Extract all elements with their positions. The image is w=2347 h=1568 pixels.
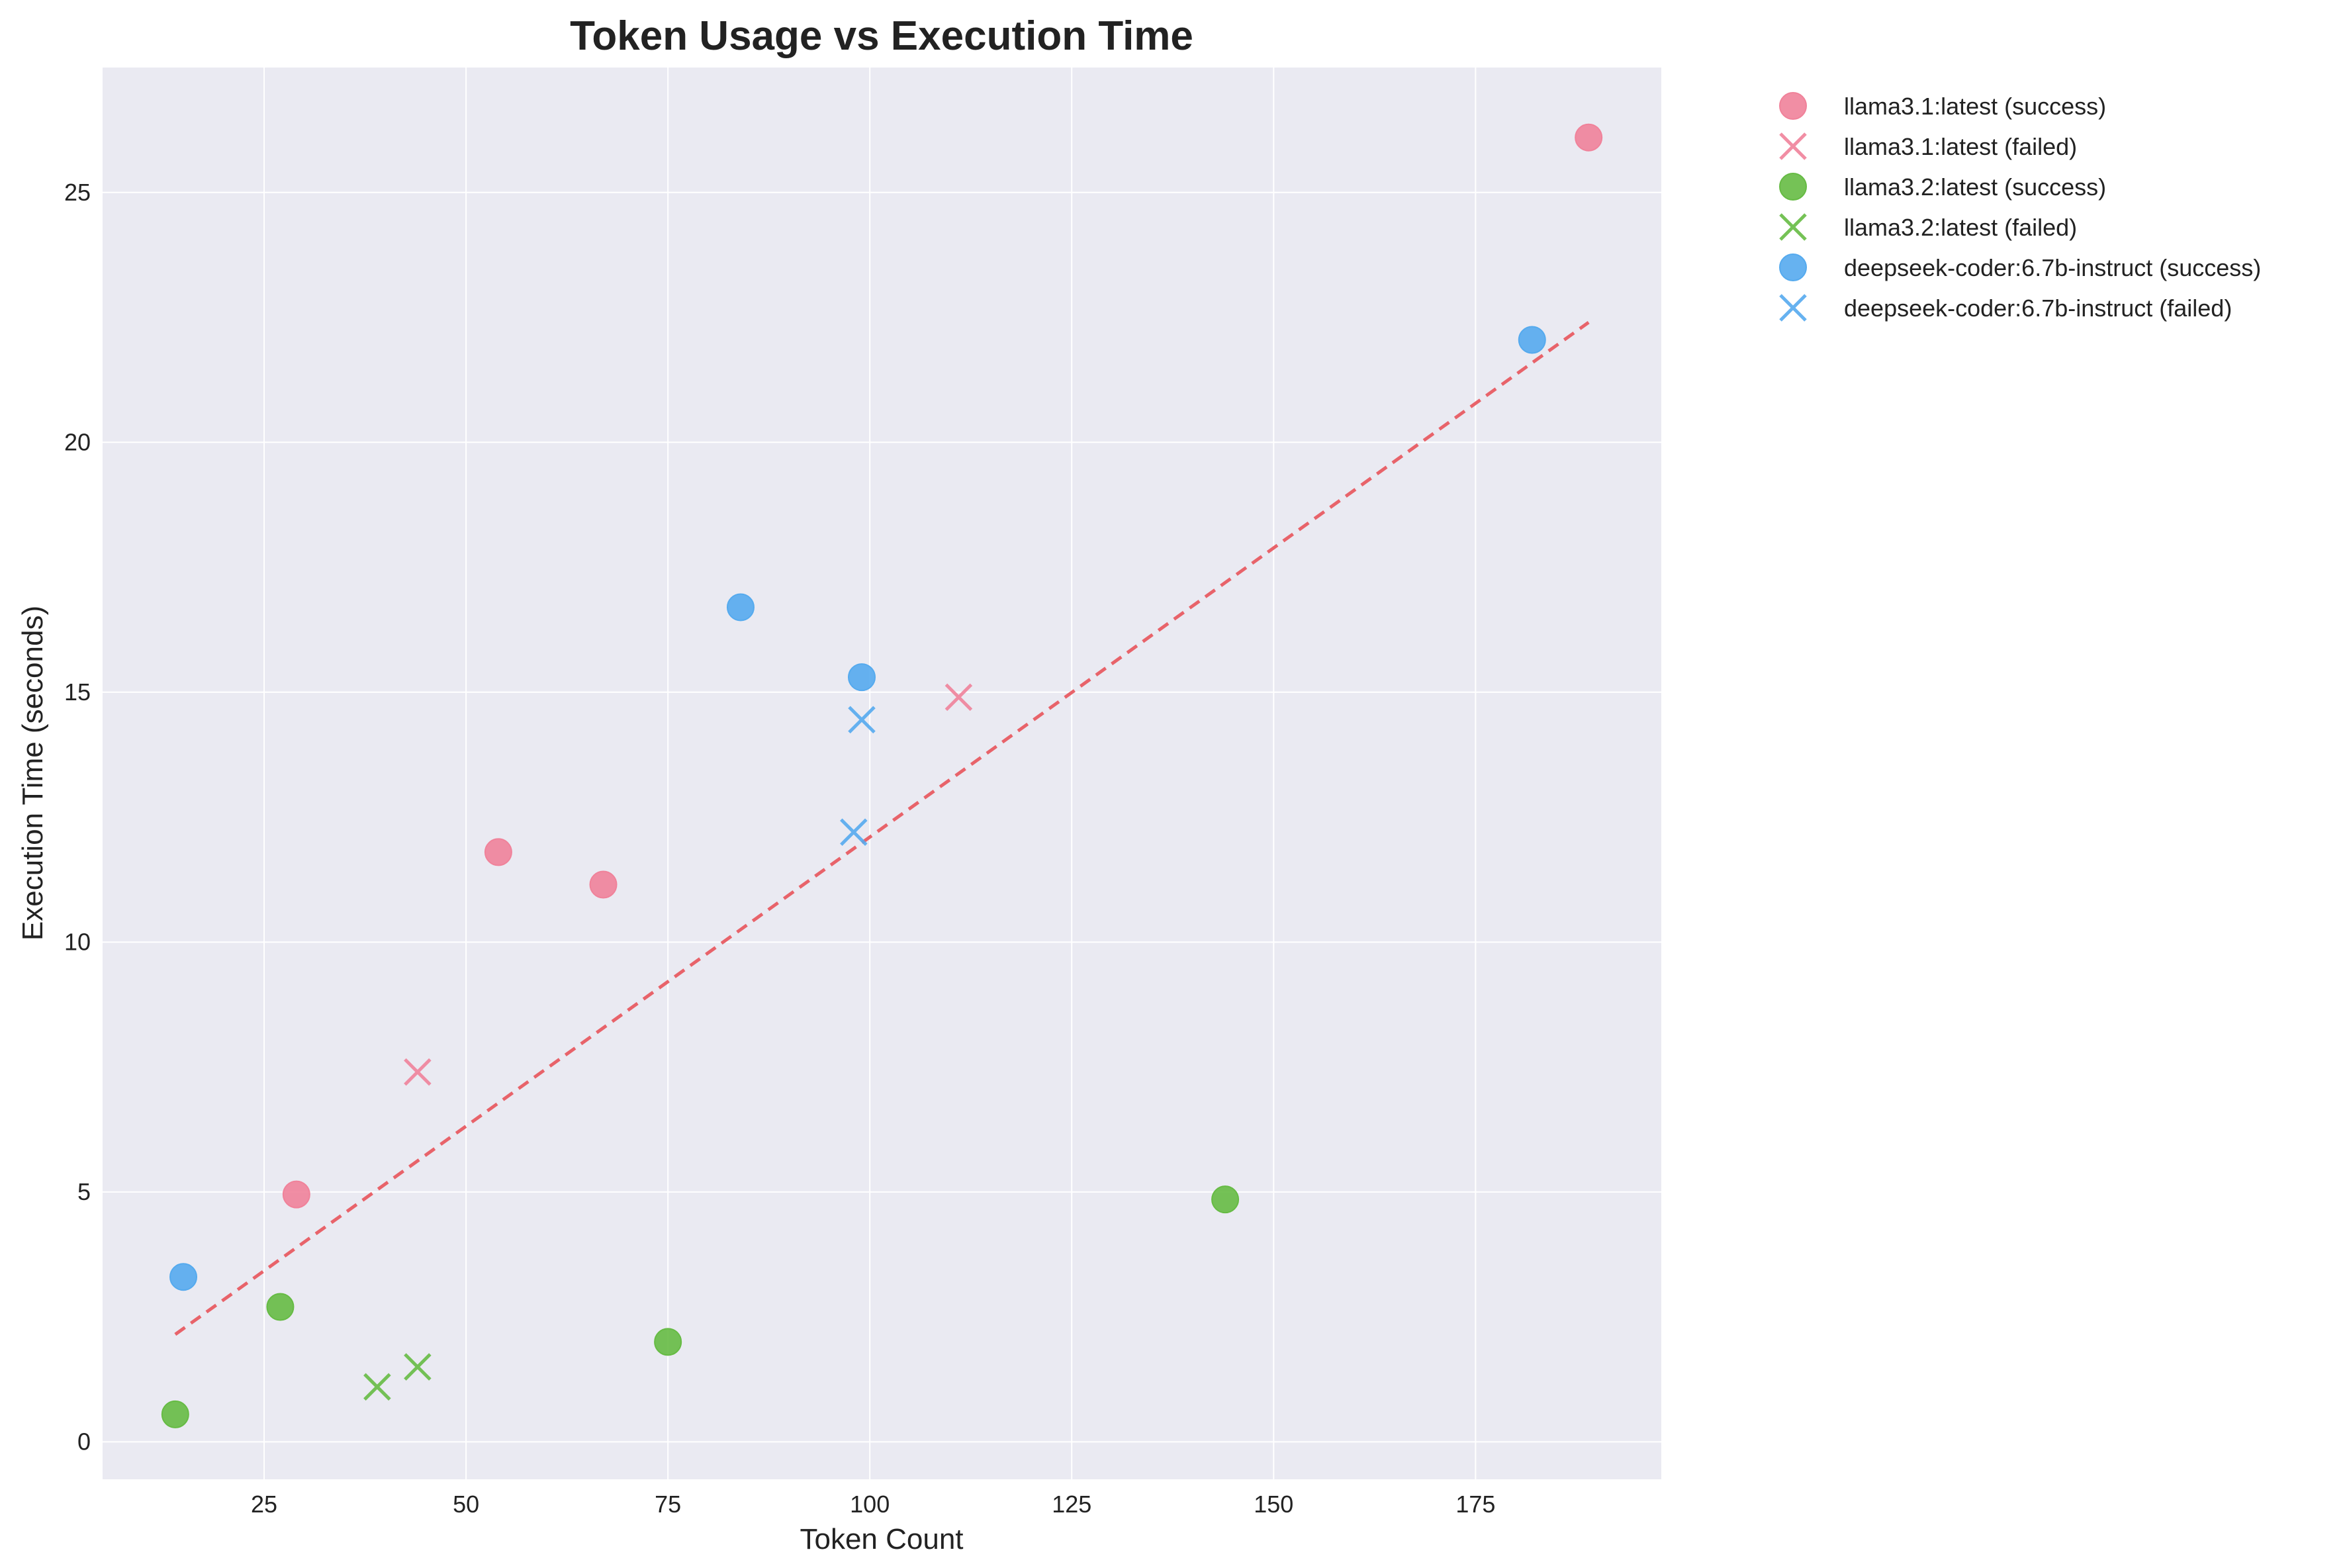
legend-marker (1779, 294, 1807, 322)
legend: llama3.1:latest (success) llama3.1:latest… (1779, 92, 2261, 322)
x-tick-label: 100 (850, 1491, 890, 1518)
scatter-point-failed (848, 706, 876, 734)
x-tick-label: 150 (1254, 1491, 1293, 1518)
plot-background (103, 68, 1661, 1479)
legend-label: deepseek-coder:6.7b-instruct (failed) (1844, 295, 2232, 322)
legend-label: llama3.2:latest (failed) (1844, 214, 2077, 241)
y-tick-labels: 0 5 10 15 20 25 (64, 179, 91, 1455)
x-axis-label: Token Count (800, 1523, 963, 1555)
scatter-point-failed (840, 818, 868, 846)
y-tick-label: 25 (64, 179, 91, 206)
y-tick-label: 10 (64, 928, 91, 955)
scatter-point-failed (404, 1058, 432, 1086)
scatter-point-failed (944, 683, 973, 712)
y-tick-label: 15 (64, 678, 91, 706)
trendline (174, 321, 1590, 1336)
scatter-point-success (1518, 326, 1546, 354)
scatter-point-success (266, 1293, 295, 1321)
scatter-point-success (1575, 123, 1603, 152)
y-tick-label: 20 (64, 428, 91, 455)
legend-marker (1779, 92, 1807, 120)
data-points (161, 123, 1603, 1428)
scatter-point-success (589, 870, 618, 899)
scatter-point-failed (404, 1353, 432, 1381)
y-tick-label: 5 (77, 1178, 91, 1205)
legend-label: llama3.1:latest (success) (1844, 93, 2106, 120)
scatter-point-success (1211, 1185, 1240, 1214)
scatter-point-success (282, 1180, 310, 1209)
scatter-point-success (847, 663, 876, 692)
legend-label: llama3.1:latest (failed) (1844, 133, 2077, 160)
x-tick-label: 50 (453, 1491, 479, 1518)
legend-marker (1779, 173, 1807, 201)
legend-marker (1779, 213, 1807, 241)
grid-lines (103, 68, 1661, 1479)
x-tick-label: 125 (1052, 1491, 1091, 1518)
legend-label: deepseek-coder:6.7b-instruct (success) (1844, 254, 2261, 281)
y-axis-label: Execution Time (seconds) (17, 606, 49, 941)
x-tick-label: 25 (251, 1491, 277, 1518)
scatter-point-success (169, 1263, 198, 1291)
chart-title: Token Usage vs Execution Time (570, 13, 1193, 59)
scatter-point-success (654, 1328, 682, 1356)
scatter-point-success (161, 1400, 189, 1428)
scatter-point-success (484, 838, 512, 866)
y-tick-label: 0 (77, 1428, 91, 1455)
scatter-point-success (726, 593, 755, 622)
legend-marker (1779, 254, 1807, 281)
x-tick-label: 75 (655, 1491, 681, 1518)
trendline-group (174, 321, 1590, 1336)
x-tick-labels: 25 50 75 100 125 150 175 (251, 1491, 1495, 1518)
legend-marker (1779, 132, 1807, 160)
x-tick-label: 175 (1455, 1491, 1495, 1518)
scatter-point-failed (363, 1373, 391, 1401)
legend-label: llama3.2:latest (success) (1844, 173, 2106, 201)
